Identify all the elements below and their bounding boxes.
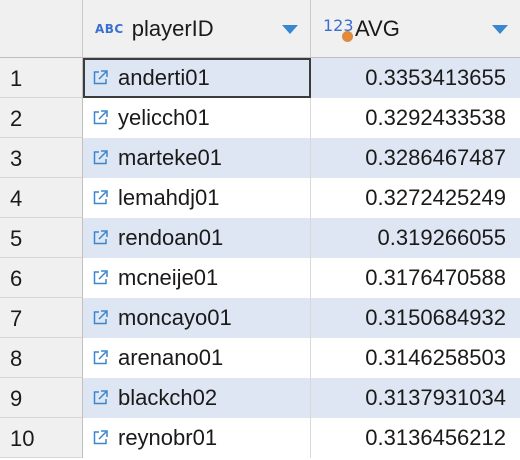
cell-avg[interactable]: 0.3146258503 <box>311 338 520 378</box>
table-row[interactable]: 8 arenano01 0.3146258503 <box>0 338 520 378</box>
cell-value: blackch02 <box>118 385 218 410</box>
external-link-icon[interactable] <box>91 389 109 407</box>
row-number[interactable]: 10 <box>0 418 83 458</box>
cell-playerid[interactable]: yelicch01 <box>83 98 311 138</box>
table-row[interactable]: 10 reynobr01 0.3136456212 <box>0 418 520 458</box>
cell-avg[interactable]: 0.3136456212 <box>311 418 520 458</box>
column-header-playerid[interactable]: ABC playerID <box>83 0 311 58</box>
text-type-icon: ABC <box>95 21 124 36</box>
external-link-icon[interactable] <box>91 269 109 287</box>
table-row[interactable]: 7 moncayo01 0.3150684932 <box>0 298 520 338</box>
cell-playerid[interactable]: lemahdj01 <box>83 178 311 218</box>
external-link-icon[interactable] <box>91 189 109 207</box>
row-number[interactable]: 2 <box>0 98 83 138</box>
cell-avg[interactable]: 0.3150684932 <box>311 298 520 338</box>
external-link-icon[interactable] <box>91 429 109 447</box>
numeric-type-label: 123 <box>323 15 354 35</box>
external-link-icon[interactable] <box>91 229 109 247</box>
cell-playerid[interactable]: anderti01 <box>83 58 311 98</box>
numeric-type-dot <box>342 30 353 42</box>
cell-avg[interactable]: 0.3286467487 <box>311 138 520 178</box>
row-number[interactable]: 9 <box>0 378 83 418</box>
table-row[interactable]: 2 yelicch01 0.3292433538 <box>0 98 520 138</box>
chevron-down-icon[interactable] <box>282 25 298 34</box>
cell-value: mcneije01 <box>118 265 219 290</box>
cell-playerid[interactable]: marteke01 <box>83 138 311 178</box>
cell-avg[interactable]: 0.3137931034 <box>311 378 520 418</box>
table-row[interactable]: 3 marteke01 0.3286467487 <box>0 138 520 178</box>
row-number[interactable]: 6 <box>0 258 83 298</box>
cell-value: anderti01 <box>118 65 210 90</box>
row-number[interactable]: 4 <box>0 178 83 218</box>
column-label: AVG <box>355 15 400 41</box>
grid-header: ABC playerID 123 AVG <box>0 0 520 58</box>
chevron-down-icon[interactable] <box>492 25 508 34</box>
column-header-avg[interactable]: 123 AVG <box>311 0 520 58</box>
table-row[interactable]: 1 anderti01 0.3353413655 <box>0 58 520 98</box>
numeric-type-icon: 123 <box>323 16 354 42</box>
cell-value: arenano01 <box>118 345 224 370</box>
grid-body: 1 anderti01 0.3353413655 2 yelicch01 0.329243… <box>0 58 520 458</box>
cell-avg[interactable]: 0.3353413655 <box>311 58 520 98</box>
cell-avg[interactable]: 0.3272425249 <box>311 178 520 218</box>
cell-value: reynobr01 <box>118 425 218 450</box>
table-row[interactable]: 5 rendoan01 0.319266055 <box>0 218 520 258</box>
cell-value: rendoan01 <box>118 225 224 250</box>
row-number[interactable]: 5 <box>0 218 83 258</box>
cell-avg[interactable]: 0.3292433538 <box>311 98 520 138</box>
cell-playerid[interactable]: blackch02 <box>83 378 311 418</box>
row-number-header[interactable] <box>0 0 83 58</box>
cell-playerid[interactable]: moncayo01 <box>83 298 311 338</box>
table-row[interactable]: 9 blackch02 0.3137931034 <box>0 378 520 418</box>
external-link-icon[interactable] <box>91 309 109 327</box>
external-link-icon[interactable] <box>91 109 109 127</box>
cell-avg[interactable]: 0.319266055 <box>311 218 520 258</box>
cell-playerid[interactable]: mcneije01 <box>83 258 311 298</box>
table-row[interactable]: 4 lemahdj01 0.3272425249 <box>0 178 520 218</box>
cell-playerid[interactable]: reynobr01 <box>83 418 311 458</box>
cell-value: marteke01 <box>118 145 222 170</box>
table-row[interactable]: 6 mcneije01 0.3176470588 <box>0 258 520 298</box>
row-number[interactable]: 7 <box>0 298 83 338</box>
cell-value: lemahdj01 <box>118 185 220 210</box>
external-link-icon[interactable] <box>91 149 109 167</box>
cell-playerid[interactable]: arenano01 <box>83 338 311 378</box>
row-number[interactable]: 3 <box>0 138 83 178</box>
external-link-icon[interactable] <box>91 349 109 367</box>
row-number[interactable]: 8 <box>0 338 83 378</box>
cell-playerid[interactable]: rendoan01 <box>83 218 311 258</box>
column-label: playerID <box>131 15 214 41</box>
cell-avg[interactable]: 0.3176470588 <box>311 258 520 298</box>
cell-value: yelicch01 <box>118 105 210 130</box>
cell-value: moncayo01 <box>118 305 232 330</box>
external-link-icon[interactable] <box>91 69 109 87</box>
row-number[interactable]: 1 <box>0 58 83 98</box>
